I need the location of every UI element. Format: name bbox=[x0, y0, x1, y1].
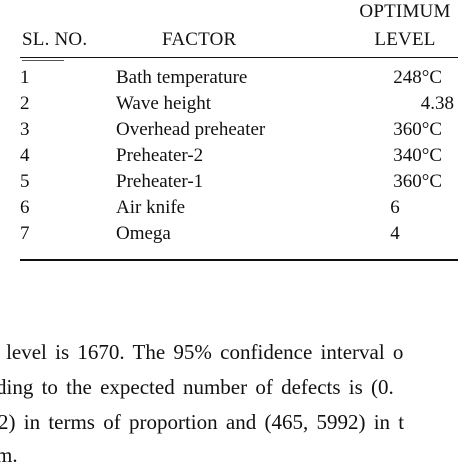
row-3-factor: Overhead preheater bbox=[116, 119, 266, 140]
row-5-factor: Preheater-1 bbox=[116, 171, 204, 192]
row-3-number: 3 bbox=[20, 119, 30, 140]
row-7-number: 7 bbox=[20, 223, 30, 244]
sl-no-underline bbox=[22, 60, 64, 61]
row-4-level: 340°C bbox=[393, 145, 442, 166]
header-level: LEVEL bbox=[374, 29, 436, 50]
row-7-level: 4 bbox=[390, 223, 400, 244]
row-6-factor: Air knife bbox=[116, 197, 186, 218]
body-line-4: m. bbox=[0, 443, 18, 467]
row-4-number: 4 bbox=[20, 145, 30, 166]
row-5-level: 360°C bbox=[393, 171, 442, 192]
row-1-number: 1 bbox=[20, 67, 30, 88]
row-6-level: 6 bbox=[390, 197, 400, 218]
row-1-factor: Bath temperature bbox=[116, 67, 248, 88]
row-2-number: 2 bbox=[20, 93, 30, 114]
body-line-3: 2) in terms of proportion and (465, 5992… bbox=[0, 410, 405, 434]
row-5-number: 5 bbox=[20, 171, 30, 192]
row-7-factor: Omega bbox=[116, 223, 171, 244]
header-optimum: OPTIMUM bbox=[359, 1, 451, 22]
header-factor: FACTOR bbox=[162, 29, 237, 50]
row-6-number: 6 bbox=[20, 197, 30, 218]
body-line-2: ding to the expected number of defects i… bbox=[0, 375, 394, 399]
table-bottom-rule bbox=[20, 259, 458, 261]
row-2-factor: Wave height bbox=[116, 93, 212, 114]
row-3-level: 360°C bbox=[393, 119, 442, 140]
row-2-level: 4.38 bbox=[420, 93, 454, 114]
header-rule bbox=[20, 57, 458, 58]
row-1-level: 248°C bbox=[393, 67, 442, 88]
row-4-factor: Preheater-2 bbox=[116, 145, 204, 166]
header-sl-no: SL. NO. bbox=[22, 29, 88, 50]
body-line-1: t level is 1670. The 95% confidence inte… bbox=[0, 340, 404, 364]
